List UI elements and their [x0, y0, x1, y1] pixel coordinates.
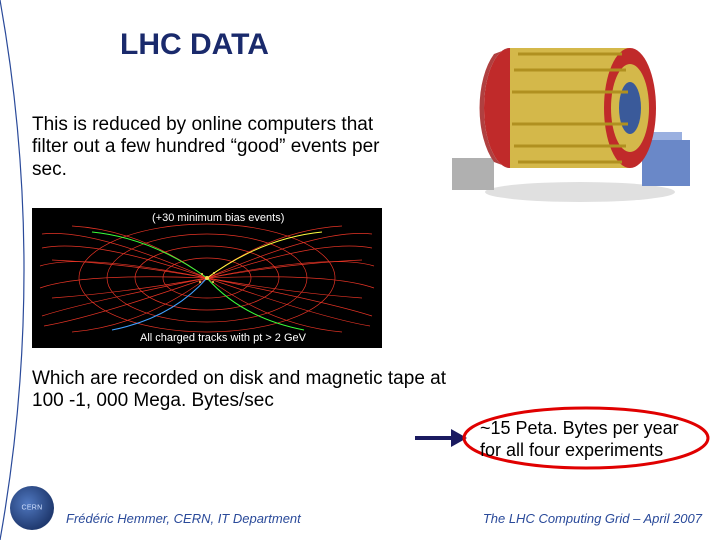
event-label-top: (+30 minimum bias events)	[152, 212, 284, 224]
cern-logo	[10, 486, 54, 530]
paragraph-filter: This is reduced by online computers that…	[32, 114, 392, 181]
slide: LHC DATA This is reduced by online compu…	[0, 0, 720, 540]
footer-title: The LHC Computing Grid – April 2007	[483, 511, 702, 526]
slide-title: LHC DATA	[120, 28, 269, 62]
arrow-icon	[413, 426, 467, 450]
paragraph-recorded: Which are recorded on disk and magnetic …	[32, 368, 462, 413]
footer-author: Frédéric Hemmer, CERN, IT Department	[66, 511, 301, 526]
event-display: (+30 minimum bias events) All charged tr…	[32, 208, 382, 348]
detector-illustration	[452, 20, 702, 210]
highlight-text: ~15 Peta. Bytes per year for all four ex…	[480, 418, 704, 461]
event-label-bottom: All charged tracks with pt > 2 GeV	[140, 332, 306, 344]
